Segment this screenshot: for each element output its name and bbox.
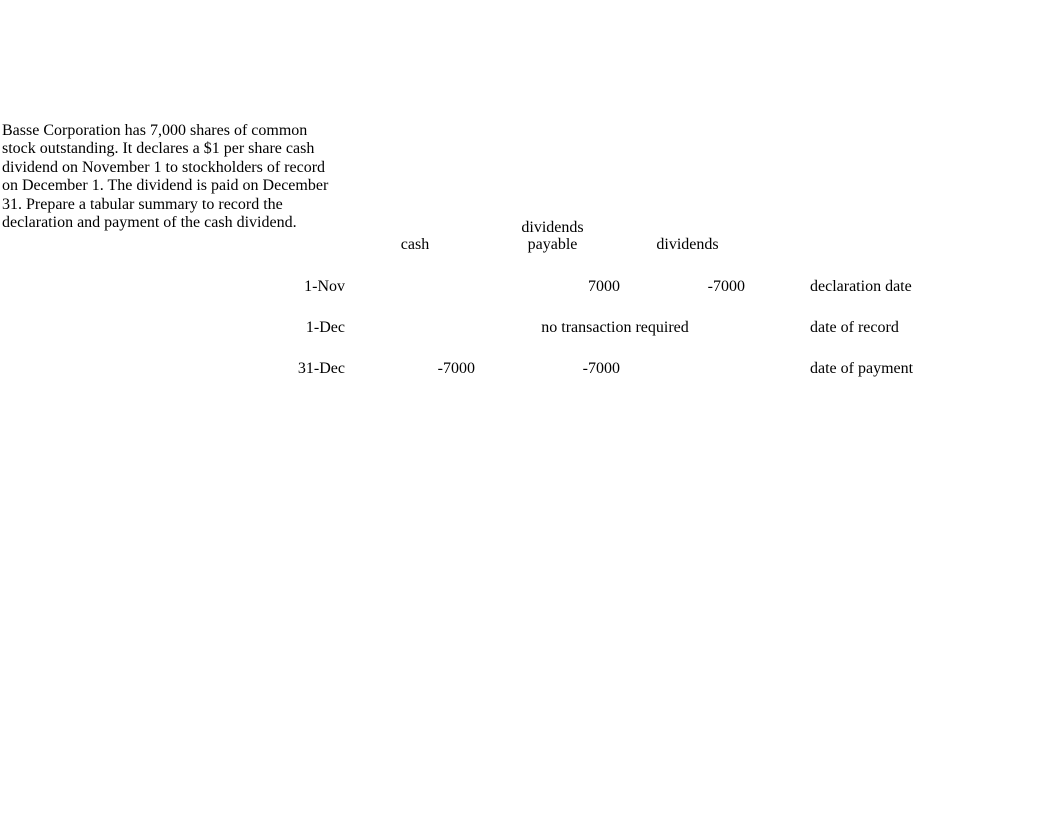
table-row: 1-Dec no transaction required date of re…: [0, 319, 1062, 336]
table-header-dividends-payable: dividends payable: [480, 220, 625, 254]
table-row-gap: [0, 336, 1062, 360]
table-row-gap: [0, 254, 1062, 278]
cell-spanning-note: no transaction required: [480, 319, 750, 337]
table-header-dividends: dividends: [625, 236, 750, 254]
table-header-row: cash dividends payable dividends: [0, 220, 1062, 254]
dividend-table: cash dividends payable dividends 1-Nov 7…: [0, 220, 1062, 377]
table-header-cash: cash: [350, 236, 480, 254]
page-container: Basse Corporation has 7,000 shares of co…: [0, 0, 1062, 822]
cell-note: declaration date: [810, 278, 1062, 296]
cell-note: date of record: [810, 319, 1062, 337]
cell-date: 1-Dec: [0, 319, 350, 337]
cell-cash: -7000: [350, 360, 480, 378]
table-row: 1-Nov 7000 -7000 declaration date: [0, 278, 1062, 295]
table-row: 31-Dec -7000 -7000 date of payment: [0, 360, 1062, 377]
cell-dividends-payable: -7000: [480, 360, 625, 378]
cell-note: date of payment: [810, 360, 1062, 378]
table-header-dividends-payable-line2: payable: [480, 237, 625, 254]
problem-statement: Basse Corporation has 7,000 shares of co…: [2, 122, 336, 232]
cell-date: 31-Dec: [0, 360, 350, 378]
cell-dividends: -7000: [625, 278, 750, 296]
table-row-gap: [0, 295, 1062, 319]
table-header-dividends-payable-line1: dividends: [480, 220, 625, 237]
cell-dividends-payable: 7000: [480, 278, 625, 296]
cell-date: 1-Nov: [0, 278, 350, 296]
